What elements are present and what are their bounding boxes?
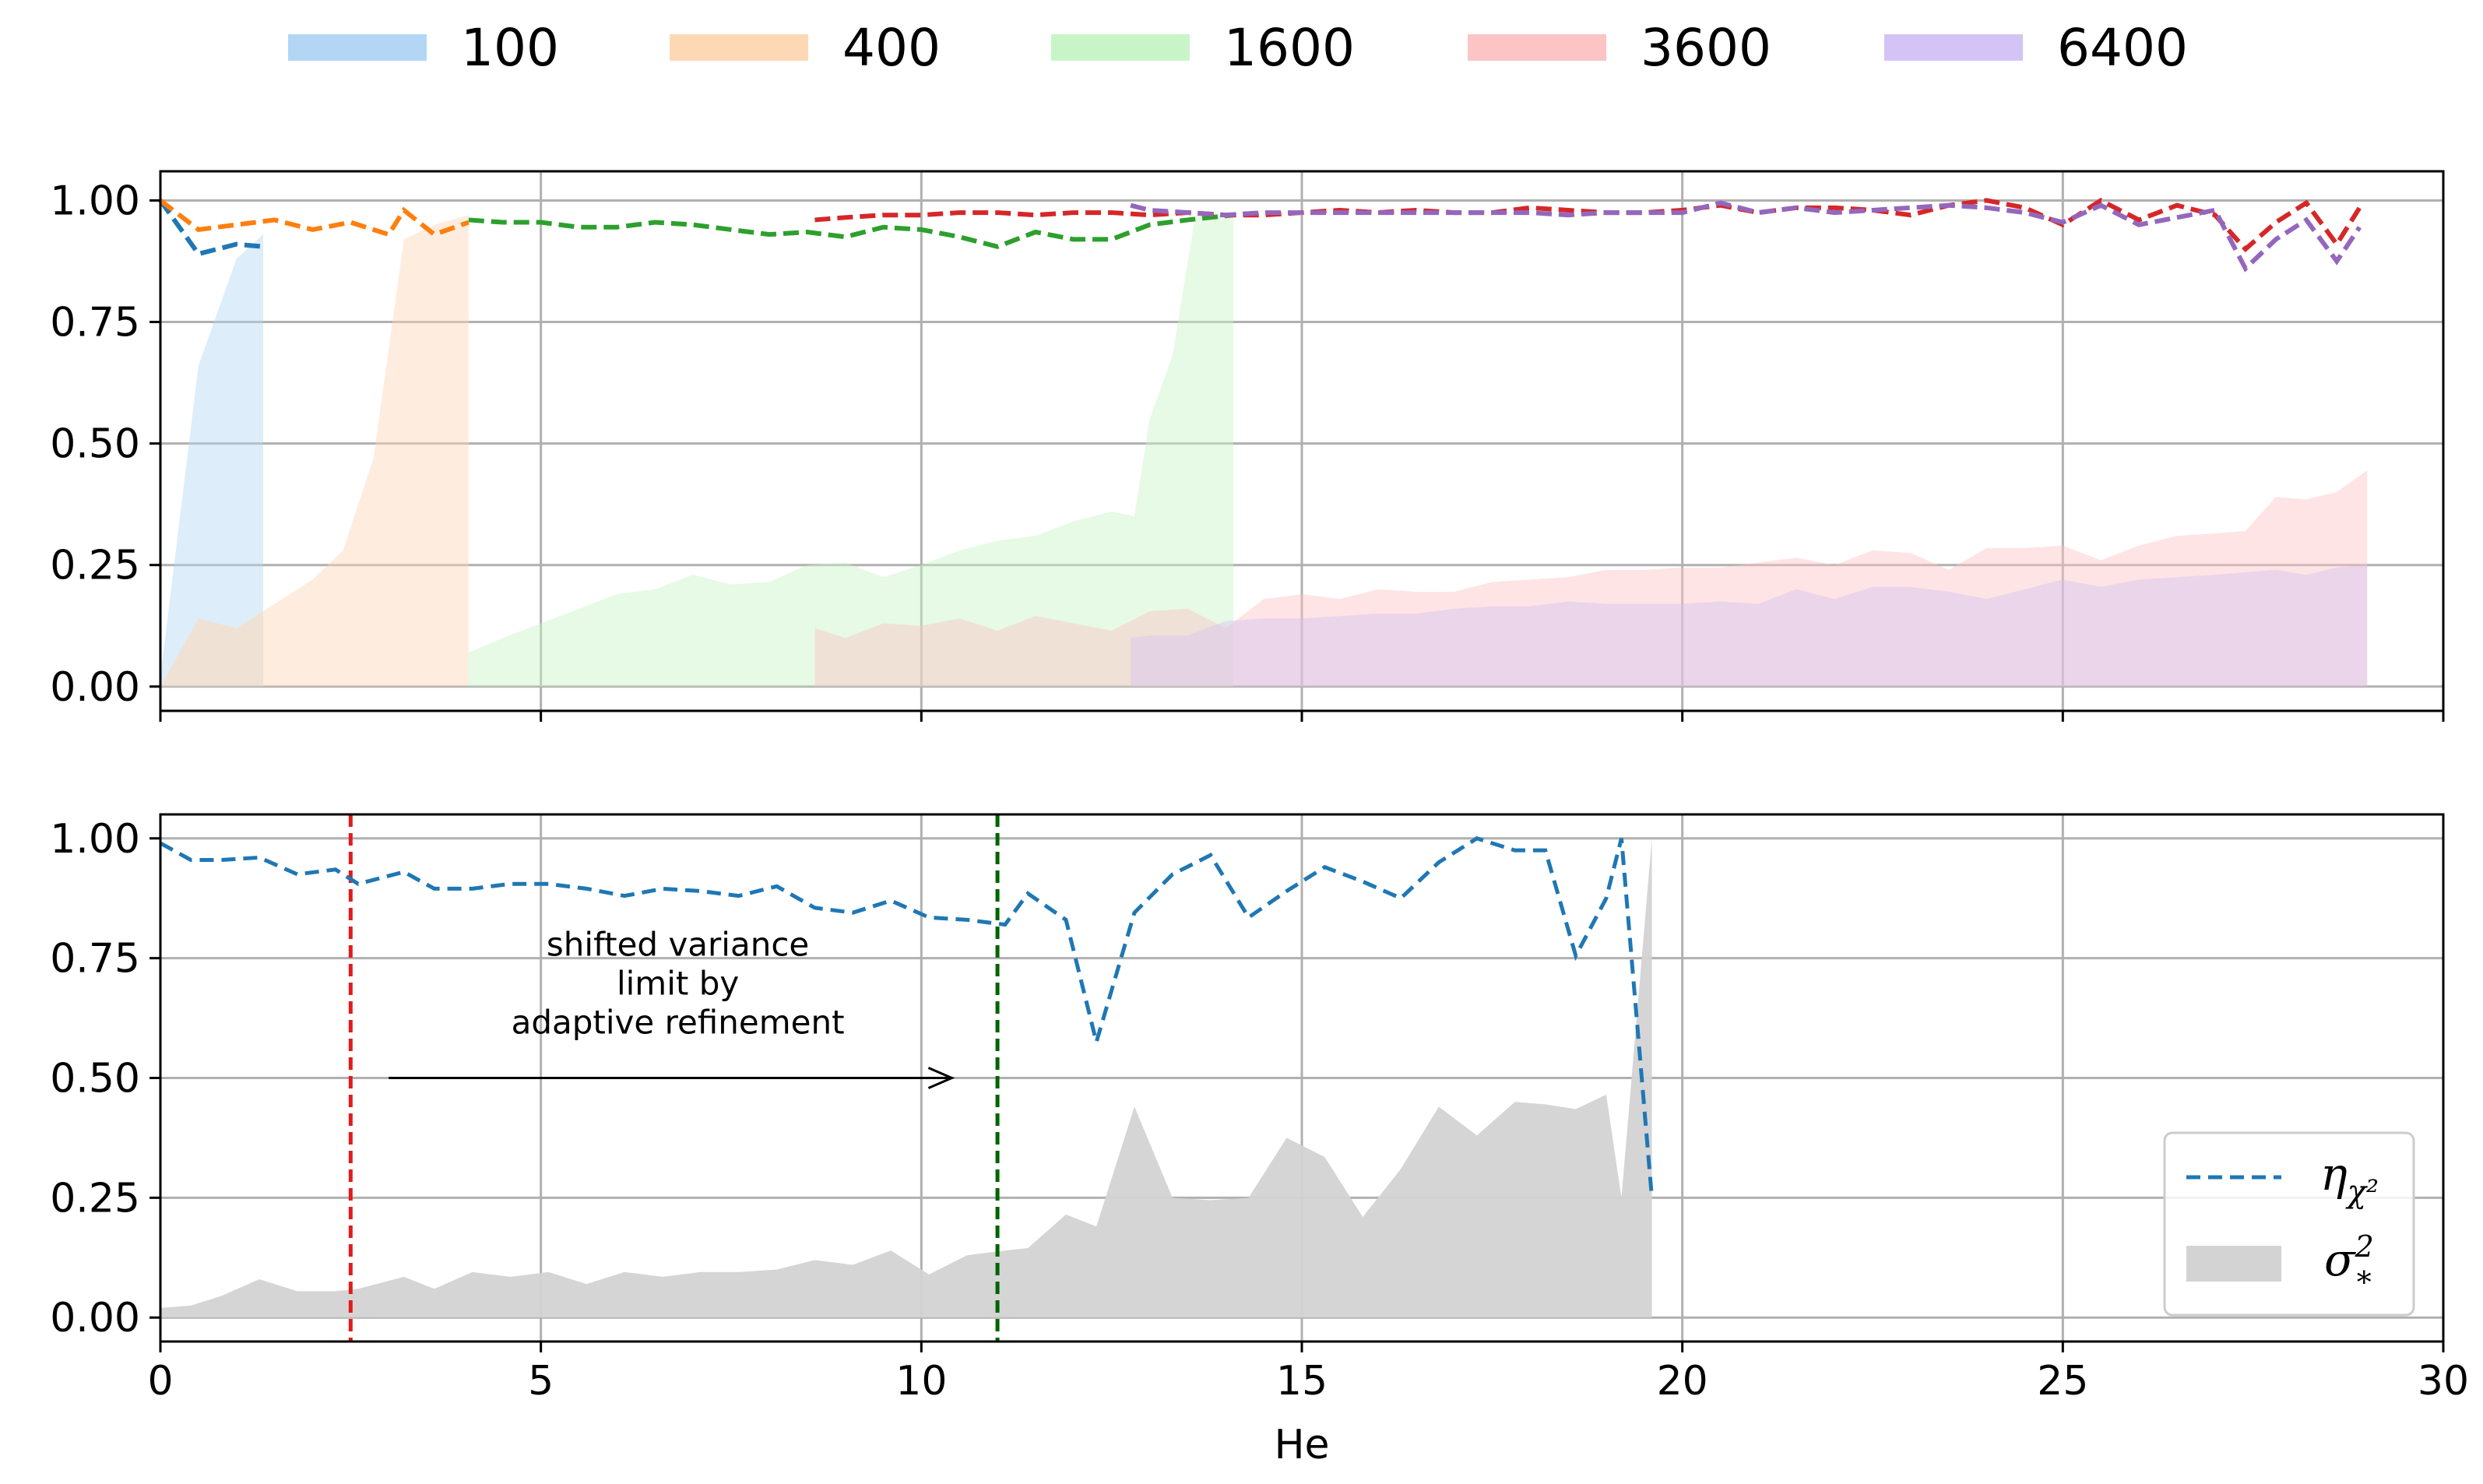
line-series-1600 (468, 213, 1234, 249)
legend-swatch-6400 (1884, 34, 2023, 61)
area-series-100 (160, 234, 263, 687)
bottom-xtick-label: 25 (2037, 1358, 2088, 1405)
legend-sigma-sup: 2 (2355, 1229, 2374, 1264)
legend-swatch-1600 (1051, 34, 1190, 61)
top-lines (158, 198, 2362, 273)
legend-item-1600: 1600 (1051, 18, 1355, 78)
legend-sigma-label: σ2 * (2324, 1229, 2374, 1299)
bottom-xtick-label: 30 (2418, 1358, 2469, 1405)
area-series-1600 (468, 213, 1234, 687)
legend-label-400: 400 (842, 18, 941, 78)
bottom-ytick-label: 0.25 (50, 1175, 140, 1222)
line-series-100 (158, 199, 264, 257)
top-axes-frame (159, 170, 2445, 712)
line-series-400 (159, 199, 470, 237)
top-grid (159, 171, 2445, 711)
legend-label-100: 100 (461, 18, 559, 78)
legend-item-100: 100 (288, 18, 559, 78)
legend-swatch-100 (288, 34, 427, 61)
line-series-3600 (814, 198, 2362, 253)
top-ytick-label: 0.75 (50, 300, 140, 346)
legend-item-400: 400 (670, 18, 941, 78)
legend-item-3600: 3600 (1468, 18, 1771, 78)
legend-bottom-box (2163, 1131, 2415, 1317)
line-series-6400 (1130, 200, 2362, 273)
bottom-xtick-label: 0 (147, 1358, 173, 1405)
legend-sigma-swatch (2186, 1246, 2281, 1282)
x-axis-label: He (1274, 1422, 1329, 1468)
legend-bottom: ηχ² σ2 * (2163, 1131, 2415, 1317)
bottom-xtick-label: 15 (1276, 1358, 1328, 1405)
top-ytick-label: 0.25 (50, 543, 140, 589)
bottom-xtick-label: 20 (1657, 1358, 1708, 1405)
area-series-6400 (1131, 564, 2368, 687)
bottom-ytick-label: 1.00 (50, 816, 140, 863)
top-ytick-label: 0.00 (50, 664, 140, 711)
legend-label-3600: 3600 (1641, 18, 1771, 78)
legend-top: 100 400 1600 3600 6400 (288, 18, 2188, 78)
top-ytick-label: 0.50 (50, 421, 140, 468)
top-ytick-label: 1.00 (50, 178, 140, 224)
legend-eta-main: η (2320, 1148, 2348, 1201)
bottom-ytick-label: 0.00 (50, 1295, 140, 1342)
legend-sigma-main: σ (2324, 1233, 2356, 1286)
legend-swatch-400 (670, 34, 808, 61)
legend-eta-label: ηχ² (2320, 1148, 2379, 1210)
legend-item-6400: 6400 (1884, 18, 2188, 78)
area-series-3600 (814, 469, 2368, 687)
annotation-line-1: limit by (617, 965, 739, 1003)
legend-label-1600: 1600 (1224, 18, 1355, 78)
bottom-axes-frame (159, 813, 2445, 1343)
bottom-ytick-label: 0.75 (50, 936, 140, 983)
bottom-xtick-label: 5 (528, 1358, 554, 1405)
bottom-xtick-label: 10 (895, 1358, 947, 1405)
legend-swatch-3600 (1468, 34, 1606, 61)
annotation-line-0: shifted variance (547, 926, 809, 964)
top-areas (160, 213, 2368, 687)
legend-eta-sub: χ² (2345, 1174, 2379, 1210)
area-series-100-overlap (160, 611, 263, 687)
panel-top: 0.00 0.25 0.50 0.75 1.00 (50, 170, 2445, 722)
line-eta (159, 836, 1655, 1198)
legend-sigma-sub: * (2357, 1265, 2372, 1299)
annotation-line-2: adaptive refinement (512, 1004, 845, 1042)
area-sigma (160, 838, 1652, 1318)
annotation-arrow-head (927, 1067, 955, 1089)
legend-label-6400: 6400 (2057, 18, 2188, 78)
bottom-ytick-label: 0.50 (50, 1056, 140, 1102)
area-series-400 (262, 215, 469, 687)
panel-bottom: 0.00 0.25 0.50 0.75 1.00 0 5 10 15 20 25 30 shifted … (50, 813, 2469, 1468)
